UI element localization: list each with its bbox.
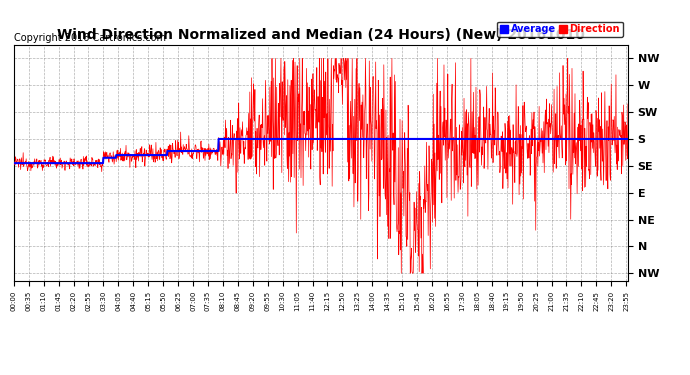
Legend: Average, Direction: Average, Direction: [497, 21, 623, 38]
Title: Wind Direction Normalized and Median (24 Hours) (New) 20161010: Wind Direction Normalized and Median (24…: [57, 28, 585, 42]
Text: Copyright 2016 Cartronics.com: Copyright 2016 Cartronics.com: [14, 33, 166, 43]
